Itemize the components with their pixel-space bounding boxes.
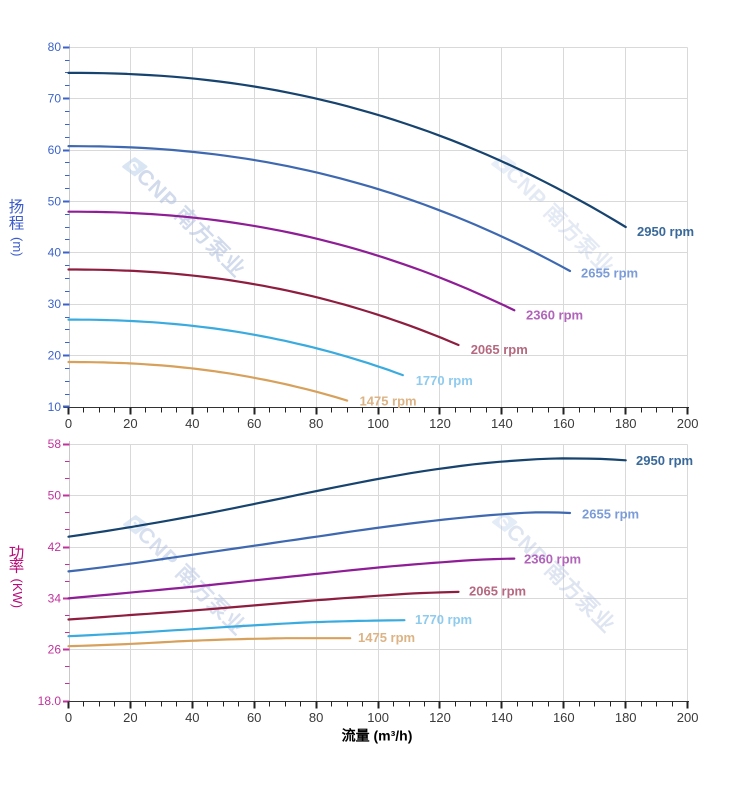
- svg-text:120: 120: [429, 416, 451, 431]
- svg-text:扬: 扬: [9, 198, 25, 216]
- svg-text:0: 0: [65, 416, 72, 431]
- svg-text:40: 40: [48, 246, 62, 260]
- svg-text:10: 10: [48, 400, 62, 414]
- svg-text:2950 rpm: 2950 rpm: [637, 224, 694, 239]
- svg-text:180: 180: [615, 710, 637, 725]
- svg-text:1770 rpm: 1770 rpm: [415, 612, 472, 627]
- svg-text:30: 30: [48, 297, 62, 311]
- svg-text:80: 80: [48, 40, 62, 54]
- svg-text:20: 20: [123, 710, 137, 725]
- svg-text:1770 rpm: 1770 rpm: [416, 373, 473, 388]
- svg-text:60: 60: [247, 416, 261, 431]
- svg-text:2950 rpm: 2950 rpm: [636, 453, 693, 468]
- svg-text:26: 26: [48, 643, 62, 657]
- svg-text:程: 程: [9, 215, 25, 233]
- svg-text:34: 34: [48, 591, 62, 605]
- svg-text:80: 80: [309, 416, 323, 431]
- svg-text:42: 42: [48, 540, 62, 554]
- svg-text:180: 180: [615, 416, 637, 431]
- svg-text:(KW): (KW): [10, 579, 25, 609]
- svg-text:70: 70: [48, 92, 62, 106]
- svg-text:100: 100: [367, 710, 389, 725]
- svg-text:60: 60: [247, 710, 261, 725]
- svg-text:50: 50: [48, 489, 62, 503]
- svg-text:140: 140: [491, 416, 513, 431]
- svg-text:60: 60: [48, 143, 62, 157]
- svg-text:200: 200: [677, 416, 699, 431]
- svg-text:20: 20: [48, 349, 62, 363]
- svg-text:100: 100: [367, 416, 389, 431]
- svg-text:2360 rpm: 2360 rpm: [526, 308, 583, 323]
- svg-text:1475 rpm: 1475 rpm: [360, 394, 417, 409]
- svg-text:80: 80: [309, 710, 323, 725]
- svg-text:20: 20: [123, 416, 137, 431]
- svg-text:功: 功: [9, 544, 25, 562]
- svg-text:2065 rpm: 2065 rpm: [469, 584, 526, 599]
- svg-text:流量 (m³/h): 流量 (m³/h): [342, 728, 413, 744]
- svg-text:160: 160: [553, 416, 575, 431]
- svg-text:1475 rpm: 1475 rpm: [358, 630, 415, 645]
- svg-text:率: 率: [9, 558, 25, 576]
- svg-text:200: 200: [677, 710, 699, 725]
- svg-text:2065 rpm: 2065 rpm: [471, 342, 528, 357]
- svg-text:140: 140: [491, 710, 513, 725]
- svg-text:0: 0: [65, 710, 72, 725]
- svg-text:(m): (m): [10, 237, 25, 257]
- svg-text:18.0: 18.0: [38, 694, 62, 708]
- svg-text:40: 40: [185, 710, 199, 725]
- svg-text:40: 40: [185, 416, 199, 431]
- svg-text:58: 58: [48, 437, 62, 451]
- svg-text:2655 rpm: 2655 rpm: [581, 266, 638, 281]
- svg-text:50: 50: [48, 194, 62, 208]
- svg-text:120: 120: [429, 710, 451, 725]
- svg-text:160: 160: [553, 710, 575, 725]
- svg-text:2655 rpm: 2655 rpm: [582, 507, 639, 522]
- svg-text:2360 rpm: 2360 rpm: [524, 552, 581, 567]
